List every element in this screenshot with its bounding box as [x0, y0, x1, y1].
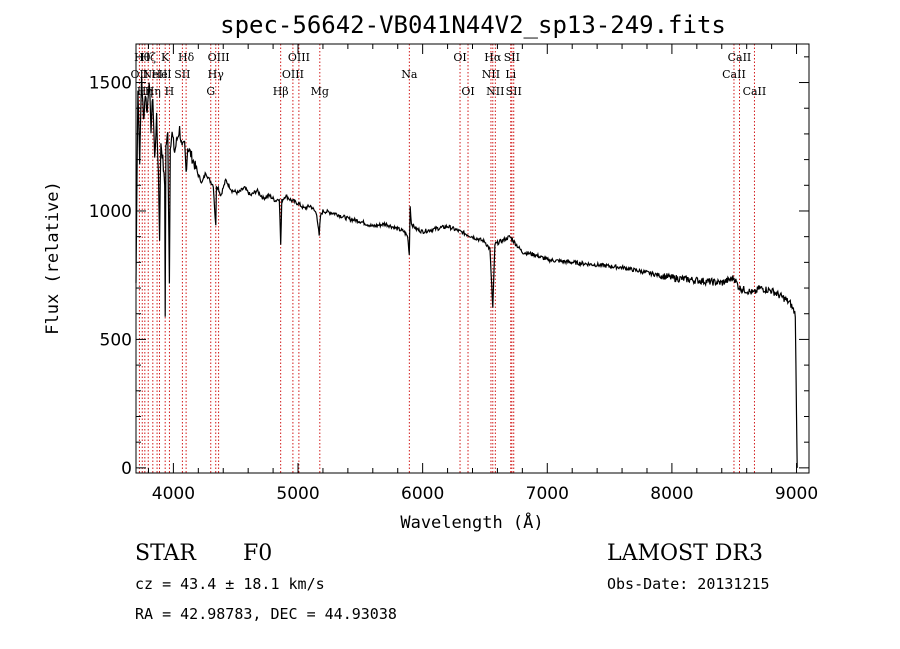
line-label: G — [206, 85, 215, 98]
y-axis-label: Flux (relative) — [43, 181, 63, 335]
line-label: K — [161, 51, 170, 64]
line-label: Mg — [311, 85, 329, 98]
object-subclass: F0 — [243, 541, 272, 566]
plot-frame — [135, 43, 810, 474]
line-label: SII — [506, 85, 522, 98]
line-markers — [138, 44, 755, 473]
spectrum-line — [135, 75, 798, 468]
line-label: OIII — [208, 51, 230, 64]
line-label: CaII — [722, 68, 746, 81]
line-label: OI — [461, 85, 474, 98]
x-tick-label: 5000 — [276, 484, 319, 504]
line-label: CaII — [743, 85, 767, 98]
y-axis: 0 500 1000 1500 — [89, 56, 809, 479]
line-label: Na — [401, 68, 418, 81]
line-label: Hα — [484, 51, 502, 64]
line-label: Hδ — [178, 51, 195, 64]
obs-date: Obs-Date: 20131215 — [607, 575, 770, 593]
line-label: Hθ — [134, 51, 151, 64]
survey-name: LAMOST DR3 — [607, 541, 763, 566]
y-tick-label: 1500 — [89, 74, 132, 94]
line-labels: OIIHθHηHζHηNeIIIHeKHSIIHδGHγOIIIHβOIIIOI… — [131, 51, 767, 98]
line-label: OII — [131, 68, 149, 81]
line-label: SII — [504, 51, 520, 64]
line-label: CaII — [728, 51, 752, 64]
line-label: Hη — [145, 85, 161, 98]
x-tick-label: 9000 — [775, 484, 818, 504]
y-tick-label: 1000 — [89, 202, 132, 222]
ra-dec: RA = 42.98783, DEC = 44.93038 — [135, 605, 397, 623]
line-label: NII — [486, 85, 504, 98]
line-label: Hζ — [140, 51, 156, 64]
line-label: OI — [453, 51, 466, 64]
line-label: He — [152, 68, 168, 81]
line-label: NII — [482, 68, 500, 81]
x-tick-label: 7000 — [526, 484, 569, 504]
line-label: SII — [174, 68, 190, 81]
line-label: H — [165, 85, 175, 98]
chart-title: spec-56642-VB041N44V2_sp13-249.fits — [220, 11, 726, 39]
x-axis-label: Wavelength (Å) — [400, 511, 543, 533]
redshift-text: cz = 43.4 ± 18.1 km/s — [135, 575, 325, 593]
line-label: OIII — [282, 68, 304, 81]
x-tick-label: 6000 — [401, 484, 444, 504]
y-tick-label: 500 — [100, 330, 132, 350]
line-label: Hγ — [208, 68, 225, 81]
line-label: OIII — [288, 51, 310, 64]
object-class: STAR — [135, 541, 197, 566]
line-label: NeIII — [142, 68, 171, 81]
line-label: Hβ — [273, 85, 289, 98]
x-axis: 4000 5000 6000 7000 8000 9000 — [147, 44, 818, 504]
x-tick-label: 8000 — [650, 484, 693, 504]
y-tick-label: 0 — [121, 459, 132, 479]
line-label: Li — [505, 68, 516, 81]
x-tick-label: 4000 — [152, 484, 195, 504]
